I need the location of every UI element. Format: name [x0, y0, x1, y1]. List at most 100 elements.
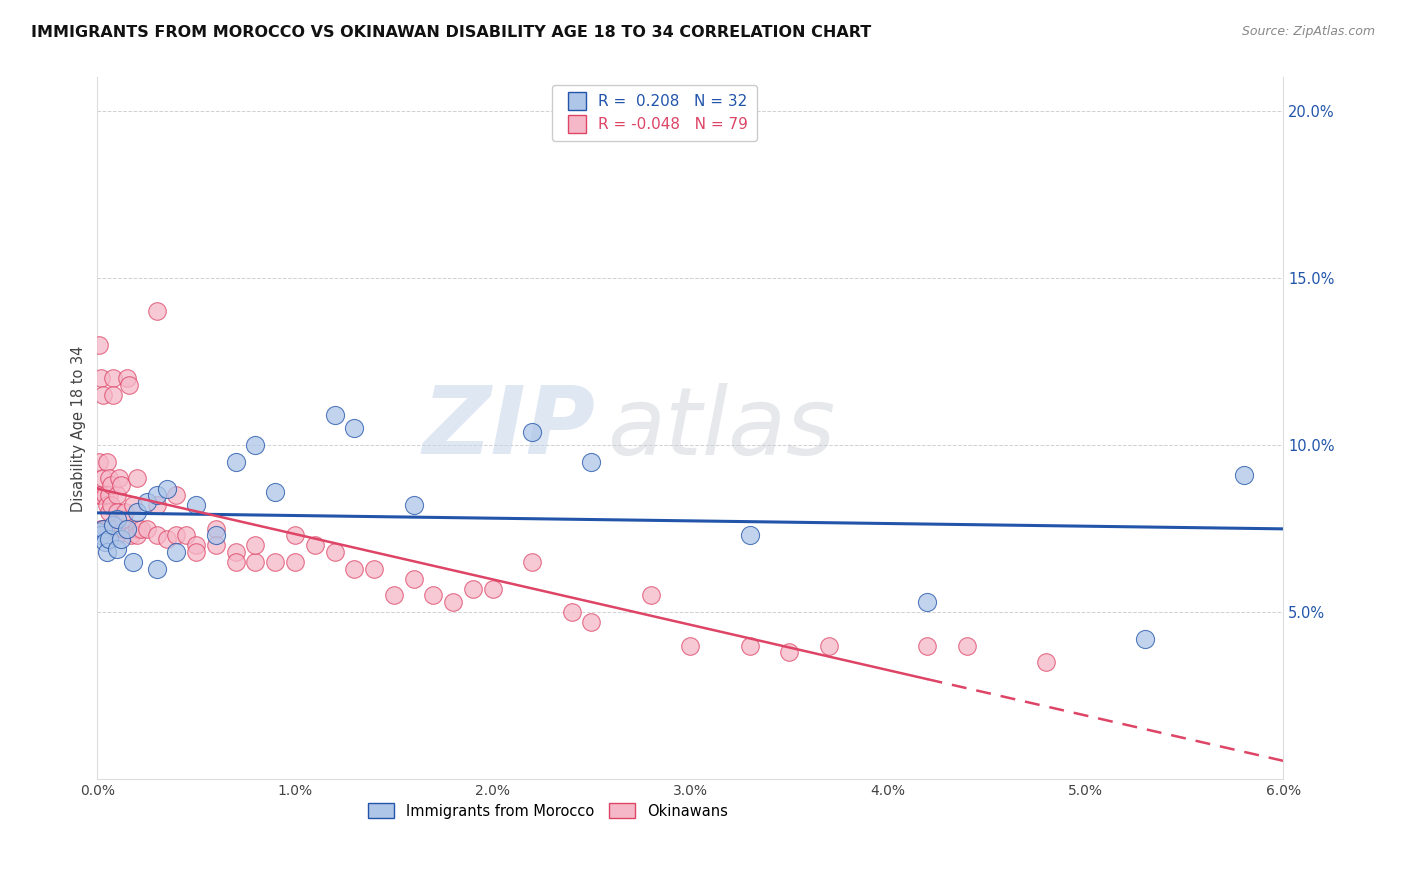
- Point: [738, 528, 761, 542]
- Point: [1233, 468, 1256, 483]
- Point: [98, 471, 121, 485]
- Legend: Immigrants from Morocco, Okinawans: Immigrants from Morocco, Okinawans: [363, 797, 734, 824]
- Point: [105, 511, 128, 525]
- Point: [155, 482, 177, 496]
- Point: [363, 562, 385, 576]
- Point: [135, 495, 157, 509]
- Point: [245, 538, 267, 552]
- Point: [245, 555, 267, 569]
- Point: [135, 522, 157, 536]
- Point: [145, 528, 167, 542]
- Point: [104, 522, 127, 536]
- Point: [89, 338, 111, 352]
- Point: [94, 535, 117, 549]
- Point: [264, 555, 287, 569]
- Point: [165, 488, 187, 502]
- Point: [90, 522, 112, 536]
- Point: [89, 524, 111, 539]
- Point: [581, 455, 603, 469]
- Point: [91, 388, 114, 402]
- Point: [114, 505, 136, 519]
- Point: [1035, 655, 1057, 669]
- Text: Source: ZipAtlas.com: Source: ZipAtlas.com: [1241, 25, 1375, 38]
- Y-axis label: Disability Age 18 to 34: Disability Age 18 to 34: [72, 345, 86, 511]
- Point: [817, 639, 839, 653]
- Point: [145, 562, 167, 576]
- Point: [205, 522, 228, 536]
- Point: [323, 408, 346, 422]
- Point: [94, 488, 117, 502]
- Point: [112, 522, 135, 536]
- Point: [105, 505, 128, 519]
- Point: [96, 455, 118, 469]
- Point: [402, 572, 425, 586]
- Point: [98, 505, 121, 519]
- Point: [90, 528, 112, 542]
- Point: [105, 541, 128, 556]
- Point: [96, 545, 118, 559]
- Point: [94, 522, 117, 536]
- Point: [100, 478, 122, 492]
- Point: [205, 528, 228, 542]
- Point: [110, 532, 132, 546]
- Point: [89, 455, 111, 469]
- Point: [91, 471, 114, 485]
- Point: [304, 538, 326, 552]
- Point: [402, 498, 425, 512]
- Point: [186, 545, 208, 559]
- Point: [343, 562, 366, 576]
- Point: [522, 555, 544, 569]
- Point: [205, 538, 228, 552]
- Text: ZIP: ZIP: [423, 383, 595, 475]
- Point: [917, 595, 939, 609]
- Point: [122, 498, 145, 512]
- Point: [115, 522, 138, 536]
- Point: [98, 532, 121, 546]
- Point: [118, 378, 141, 392]
- Point: [522, 425, 544, 439]
- Point: [956, 639, 979, 653]
- Point: [186, 538, 208, 552]
- Point: [155, 532, 177, 546]
- Point: [125, 528, 148, 542]
- Point: [679, 639, 702, 653]
- Point: [640, 589, 662, 603]
- Point: [738, 639, 761, 653]
- Text: atlas: atlas: [607, 383, 835, 474]
- Point: [382, 589, 405, 603]
- Point: [115, 371, 138, 385]
- Point: [176, 528, 198, 542]
- Point: [101, 371, 124, 385]
- Point: [145, 304, 167, 318]
- Point: [89, 488, 111, 502]
- Point: [461, 582, 484, 596]
- Point: [108, 471, 131, 485]
- Point: [264, 484, 287, 499]
- Point: [225, 455, 247, 469]
- Point: [100, 522, 122, 536]
- Point: [225, 545, 247, 559]
- Point: [98, 488, 121, 502]
- Point: [129, 522, 152, 536]
- Point: [145, 498, 167, 512]
- Point: [245, 438, 267, 452]
- Point: [581, 615, 603, 630]
- Point: [323, 545, 346, 559]
- Point: [90, 371, 112, 385]
- Point: [441, 595, 464, 609]
- Point: [112, 511, 135, 525]
- Point: [101, 388, 124, 402]
- Point: [125, 471, 148, 485]
- Point: [105, 488, 128, 502]
- Point: [90, 488, 112, 502]
- Point: [105, 528, 128, 542]
- Point: [91, 522, 114, 536]
- Point: [284, 555, 307, 569]
- Point: [165, 528, 187, 542]
- Point: [96, 498, 118, 512]
- Point: [917, 639, 939, 653]
- Point: [120, 528, 142, 542]
- Point: [561, 605, 583, 619]
- Point: [186, 498, 208, 512]
- Point: [284, 528, 307, 542]
